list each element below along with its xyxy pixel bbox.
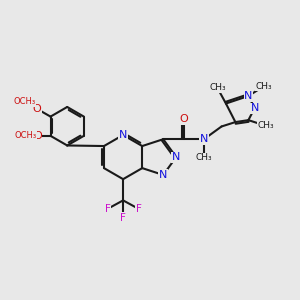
Text: N: N <box>200 134 208 144</box>
Text: N: N <box>159 170 167 180</box>
Text: CH₃: CH₃ <box>209 83 226 92</box>
Text: F: F <box>120 213 126 223</box>
Text: OCH₃: OCH₃ <box>14 98 36 106</box>
Text: O: O <box>33 104 41 114</box>
Text: O: O <box>179 114 188 124</box>
Text: N: N <box>172 152 180 162</box>
Text: CH₃: CH₃ <box>256 82 272 91</box>
Text: N: N <box>244 91 253 101</box>
Text: N: N <box>250 103 259 113</box>
Text: OCH₃: OCH₃ <box>14 131 36 140</box>
Text: CH₃: CH₃ <box>258 121 274 130</box>
Text: F: F <box>105 204 110 214</box>
Text: F: F <box>136 204 142 214</box>
Text: N: N <box>119 130 127 140</box>
Text: O: O <box>33 131 42 141</box>
Text: CH₃: CH₃ <box>196 153 212 162</box>
